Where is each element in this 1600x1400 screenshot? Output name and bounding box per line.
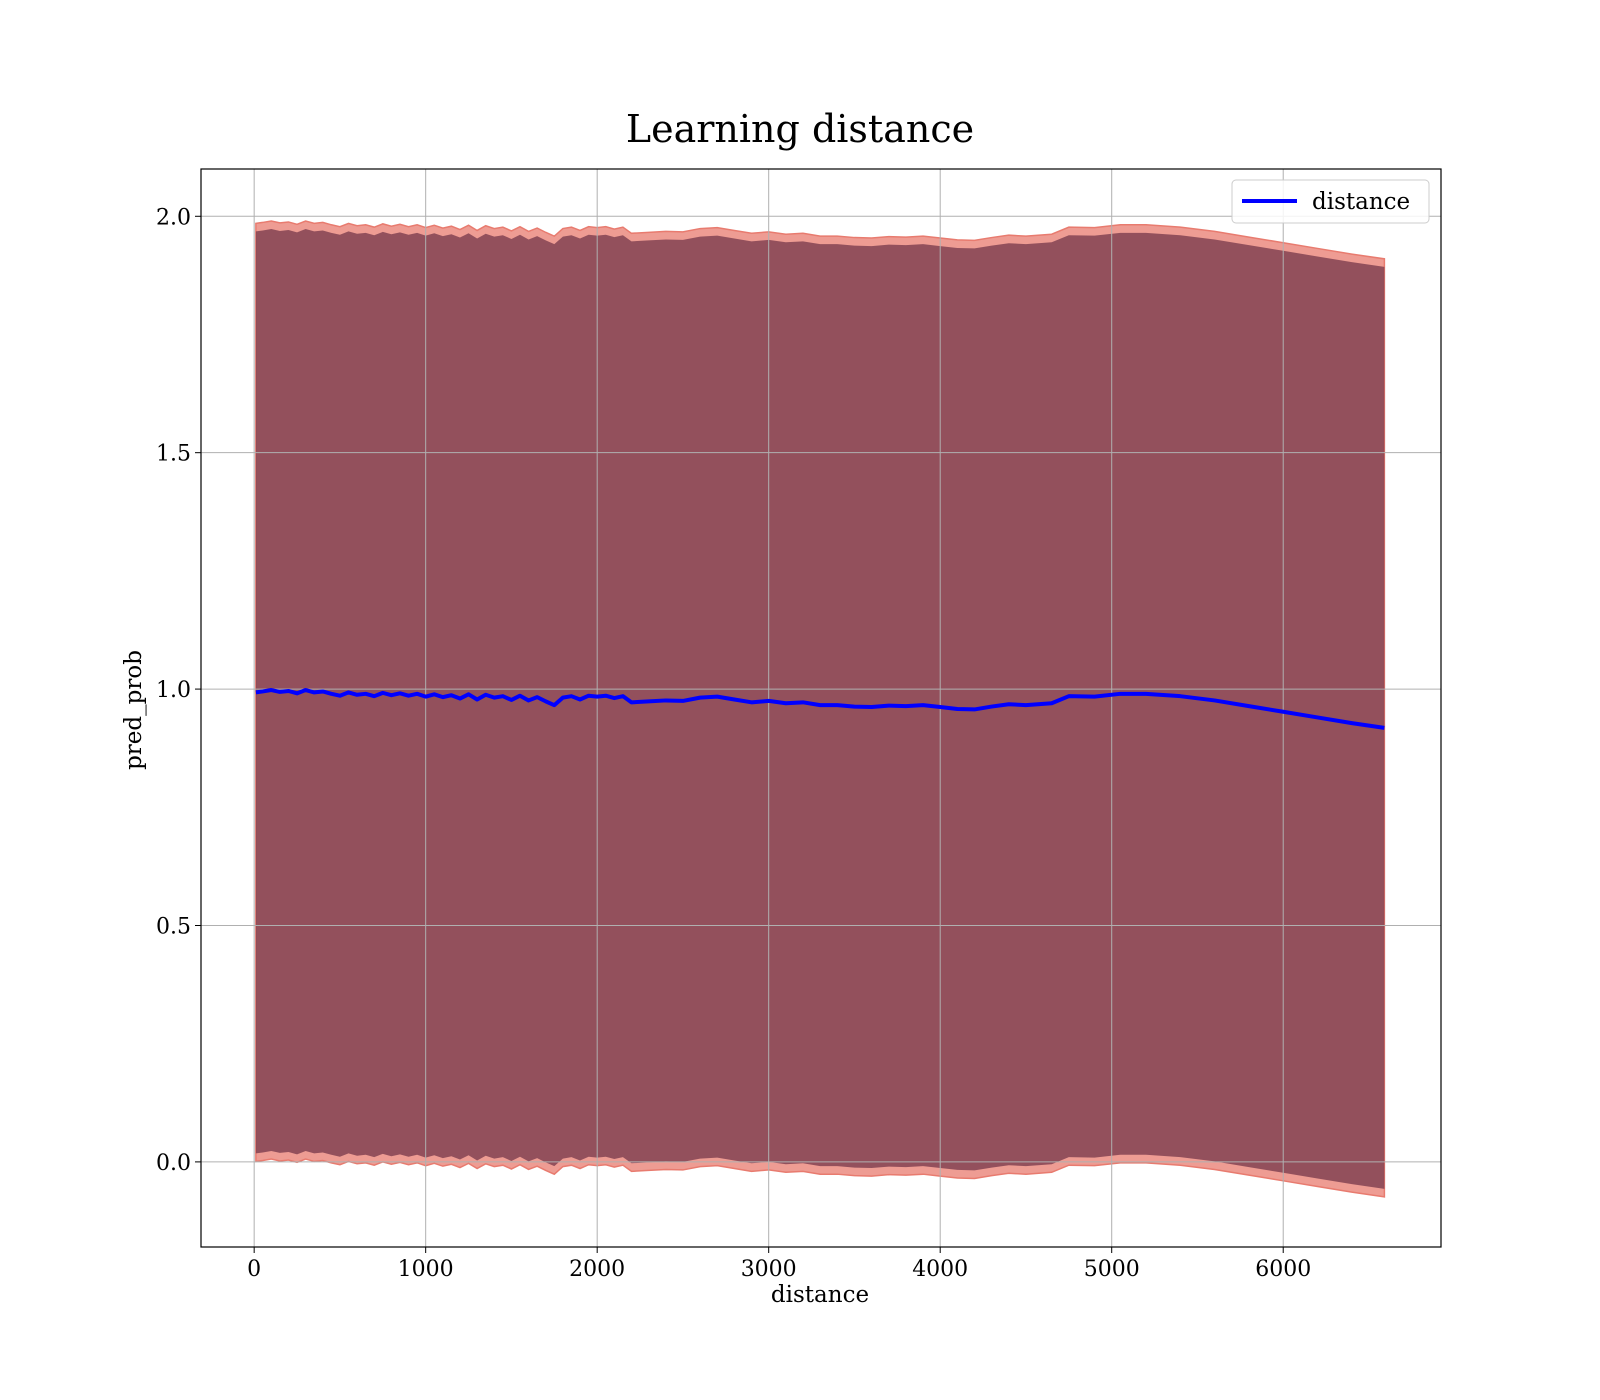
x-tick-label: 1000: [398, 1257, 454, 1282]
x-tick-label: 3000: [741, 1257, 797, 1282]
x-axis-ticks: 0 1000 2000 3000 4000 5000 6000: [247, 1247, 1311, 1282]
legend-box: [1231, 179, 1430, 224]
x-tick-label: 2000: [569, 1257, 625, 1282]
x-tick-label: 4000: [912, 1257, 968, 1282]
series-lines: [255, 688, 1385, 730]
y-axis-ticks: 0.0 0.5 1.0 1.5 2.0: [156, 205, 201, 1176]
x-axis-label: distance: [771, 1282, 869, 1308]
y-axis-label: pred_prob: [121, 650, 147, 770]
x-tick-label: 0: [247, 1257, 261, 1282]
y-tick-label: 0.0: [156, 1151, 191, 1176]
series-line-distance: [255, 688, 1385, 730]
plot-frame: [200, 168, 1442, 1248]
chart-title: Learning distance: [626, 107, 974, 151]
y-tick-label: 0.5: [156, 914, 191, 939]
legend-label-distance: distance: [1312, 189, 1410, 215]
confidence-bands: [255, 220, 1386, 1198]
y-tick-label: 1.0: [156, 678, 191, 703]
legend: distance: [1231, 179, 1430, 224]
x-tick-label: 5000: [1084, 1257, 1140, 1282]
inner-band: [255, 229, 1385, 1189]
y-tick-label: 1.5: [156, 442, 191, 467]
x-tick-label: 6000: [1255, 1257, 1311, 1282]
y-tick-label: 2.0: [156, 205, 191, 230]
